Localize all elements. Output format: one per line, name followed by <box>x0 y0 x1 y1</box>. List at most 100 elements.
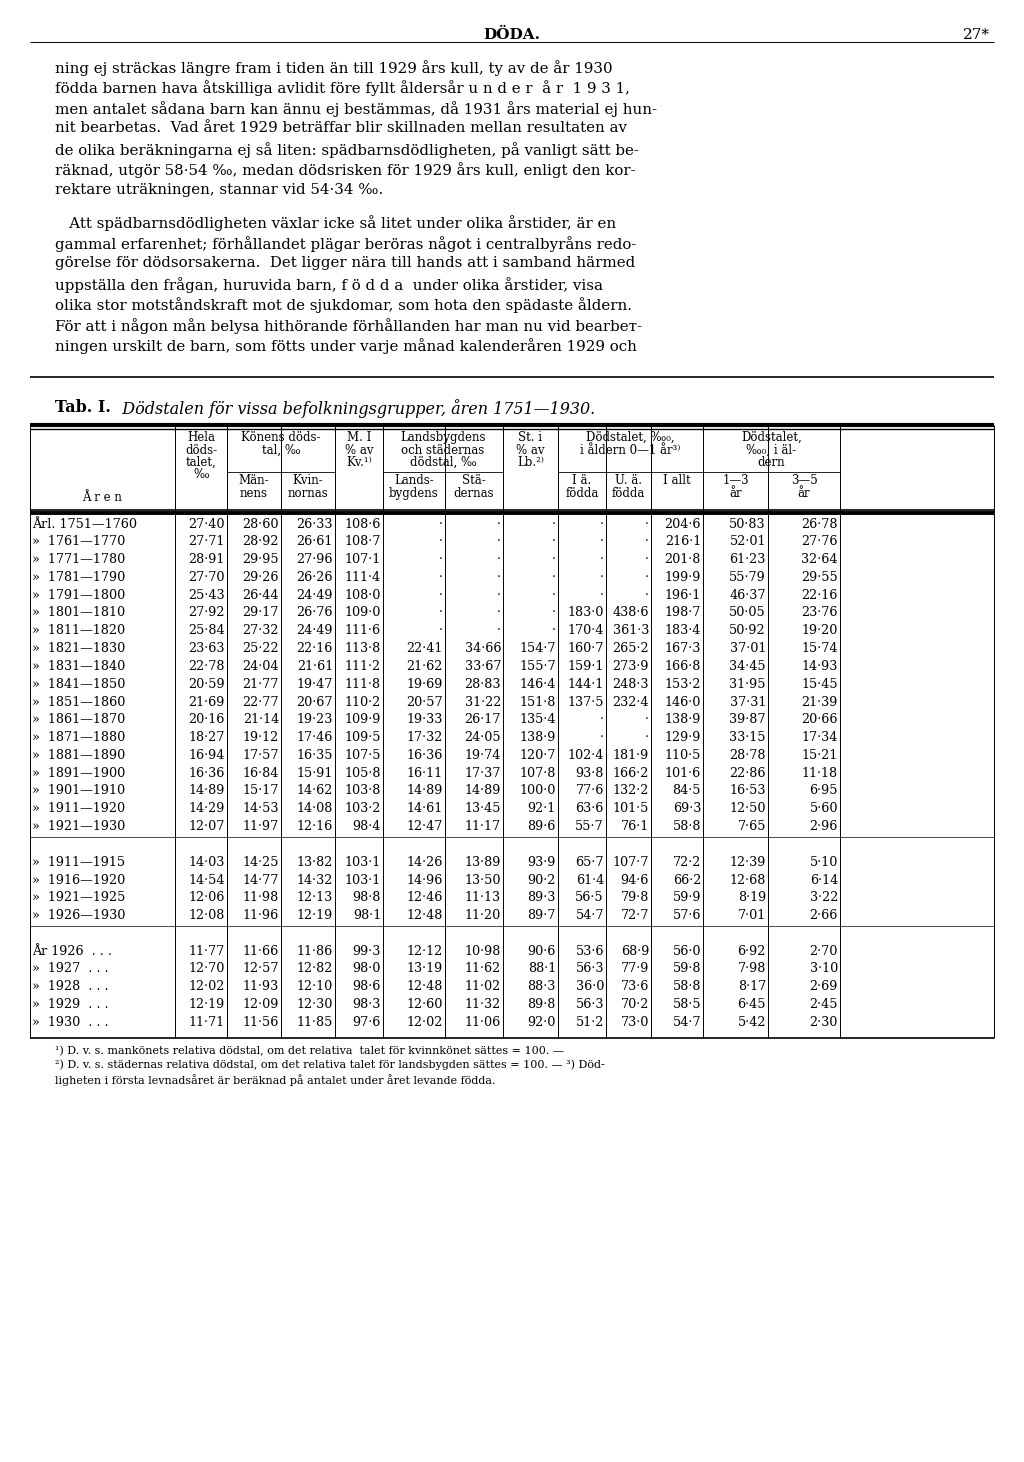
Text: 2·70: 2·70 <box>810 944 838 958</box>
Text: 22·77: 22·77 <box>243 696 279 709</box>
Text: 58·5: 58·5 <box>673 999 701 1012</box>
Text: 27·71: 27·71 <box>188 535 225 548</box>
Text: 12·10: 12·10 <box>297 981 333 993</box>
Text: 69·3: 69·3 <box>673 803 701 816</box>
Text: 273·9: 273·9 <box>612 659 649 673</box>
Text: 57·6: 57·6 <box>673 909 701 923</box>
Text: 21·77: 21·77 <box>243 678 279 690</box>
Text: 77·9: 77·9 <box>621 962 649 975</box>
Text: dödstal, ‰: dödstal, ‰ <box>410 456 476 469</box>
Text: 65·7: 65·7 <box>575 855 604 868</box>
Text: 26·61: 26·61 <box>297 535 333 548</box>
Text: 232·4: 232·4 <box>612 696 649 709</box>
Text: 21·62: 21·62 <box>407 659 443 673</box>
Text: % av: % av <box>516 443 545 456</box>
Text: 11·77: 11·77 <box>188 944 225 958</box>
Text: »  1811—1820: » 1811—1820 <box>32 624 125 637</box>
Text: 76·1: 76·1 <box>621 820 649 833</box>
Text: olika stor motståndskraft mot de sjukdomar, som hota den spädaste åldern.: olika stor motståndskraft mot de sjukdom… <box>55 297 632 313</box>
Text: 79·8: 79·8 <box>621 892 649 905</box>
Text: 12·68: 12·68 <box>730 873 766 886</box>
Text: 113·8: 113·8 <box>345 642 381 655</box>
Text: »  1921—1925: » 1921—1925 <box>32 892 125 905</box>
Text: ‰: ‰ <box>194 468 209 481</box>
Text: 98·4: 98·4 <box>352 820 381 833</box>
Text: ·: · <box>439 518 443 531</box>
Text: 53·6: 53·6 <box>575 944 604 958</box>
Text: 11·02: 11·02 <box>465 981 501 993</box>
Text: ·: · <box>439 553 443 566</box>
Text: 108·6: 108·6 <box>345 518 381 531</box>
Text: 5·10: 5·10 <box>810 855 838 868</box>
Text: 12·30: 12·30 <box>297 999 333 1012</box>
Text: 14·08: 14·08 <box>297 803 333 816</box>
Text: 11·98: 11·98 <box>243 892 279 905</box>
Text: uppställa den frågan, huruvida barn, f ö d d a  under olika årstider, visa: uppställa den frågan, huruvida barn, f ö… <box>55 276 603 292</box>
Text: 12·82: 12·82 <box>297 962 333 975</box>
Text: 26·76: 26·76 <box>297 607 333 620</box>
Text: 183·0: 183·0 <box>567 607 604 620</box>
Text: 2·66: 2·66 <box>810 909 838 923</box>
Text: Stä-: Stä- <box>462 475 485 487</box>
Text: 14·77: 14·77 <box>243 873 279 886</box>
Text: 16·53: 16·53 <box>729 785 766 797</box>
Text: 12·02: 12·02 <box>188 981 225 993</box>
Text: ·: · <box>552 553 556 566</box>
Text: 170·4: 170·4 <box>567 624 604 637</box>
Text: 5·42: 5·42 <box>737 1016 766 1029</box>
Text: 10·98: 10·98 <box>465 944 501 958</box>
Text: 11·32: 11·32 <box>465 999 501 1012</box>
Text: ·: · <box>552 535 556 548</box>
Text: nornas: nornas <box>288 487 329 500</box>
Text: 166·8: 166·8 <box>665 659 701 673</box>
Text: ·: · <box>645 518 649 531</box>
Text: 12·16: 12·16 <box>297 820 333 833</box>
Text: 120·7: 120·7 <box>519 749 556 762</box>
Text: 12·47: 12·47 <box>407 820 443 833</box>
Text: 7·65: 7·65 <box>737 820 766 833</box>
Text: 22·78: 22·78 <box>188 659 225 673</box>
Text: Att spädbarnsdödligheten växlar icke så litet under olika årstider, är en: Att spädbarnsdödligheten växlar icke så … <box>55 215 616 231</box>
Text: 54·7: 54·7 <box>575 909 604 923</box>
Text: 28·78: 28·78 <box>729 749 766 762</box>
Text: 89·7: 89·7 <box>527 909 556 923</box>
Text: 160·7: 160·7 <box>567 642 604 655</box>
Text: 13·19: 13·19 <box>407 962 443 975</box>
Text: 72·2: 72·2 <box>673 855 701 868</box>
Text: 50·92: 50·92 <box>729 624 766 637</box>
Text: 25·84: 25·84 <box>188 624 225 637</box>
Text: 28·60: 28·60 <box>243 518 279 531</box>
Text: Hela: Hela <box>187 431 215 444</box>
Text: 98·1: 98·1 <box>352 909 381 923</box>
Text: 6·14: 6·14 <box>810 873 838 886</box>
Text: DÖDA.: DÖDA. <box>483 28 541 42</box>
Text: 18·27: 18·27 <box>188 731 225 744</box>
Text: 5·60: 5·60 <box>810 803 838 816</box>
Text: 11·96: 11·96 <box>243 909 279 923</box>
Text: 21·69: 21·69 <box>188 696 225 709</box>
Text: 19·23: 19·23 <box>297 713 333 727</box>
Text: 89·6: 89·6 <box>527 820 556 833</box>
Text: 3—5: 3—5 <box>791 475 817 487</box>
Text: i åldern 0—1 år³⁾: i åldern 0—1 år³⁾ <box>581 443 681 456</box>
Text: 103·1: 103·1 <box>345 873 381 886</box>
Text: ·: · <box>439 570 443 583</box>
Text: 34·45: 34·45 <box>729 659 766 673</box>
Text: ·: · <box>600 535 604 548</box>
Text: »  1927  . . .: » 1927 . . . <box>32 962 109 975</box>
Text: räknad, utgör 58·54 ‰, medan dödsrisken för 1929 års kull, enligt den kor-: räknad, utgör 58·54 ‰, medan dödsrisken … <box>55 162 636 178</box>
Text: 17·57: 17·57 <box>243 749 279 762</box>
Text: Tab. I.: Tab. I. <box>55 399 111 417</box>
Text: 70·2: 70·2 <box>621 999 649 1012</box>
Text: 24·49: 24·49 <box>297 624 333 637</box>
Text: 19·33: 19·33 <box>407 713 443 727</box>
Text: 14·54: 14·54 <box>188 873 225 886</box>
Text: ligheten i första levnadsåret är beräknad på antalet under året levande födda.: ligheten i första levnadsåret är beräkna… <box>55 1073 496 1085</box>
Text: ·: · <box>439 624 443 637</box>
Text: 16·35: 16·35 <box>297 749 333 762</box>
Text: U. ä.: U. ä. <box>615 475 642 487</box>
Text: 26·78: 26·78 <box>802 518 838 531</box>
Text: St. i: St. i <box>518 431 543 444</box>
Text: »  1801—1810: » 1801—1810 <box>32 607 125 620</box>
Text: 58·8: 58·8 <box>673 981 701 993</box>
